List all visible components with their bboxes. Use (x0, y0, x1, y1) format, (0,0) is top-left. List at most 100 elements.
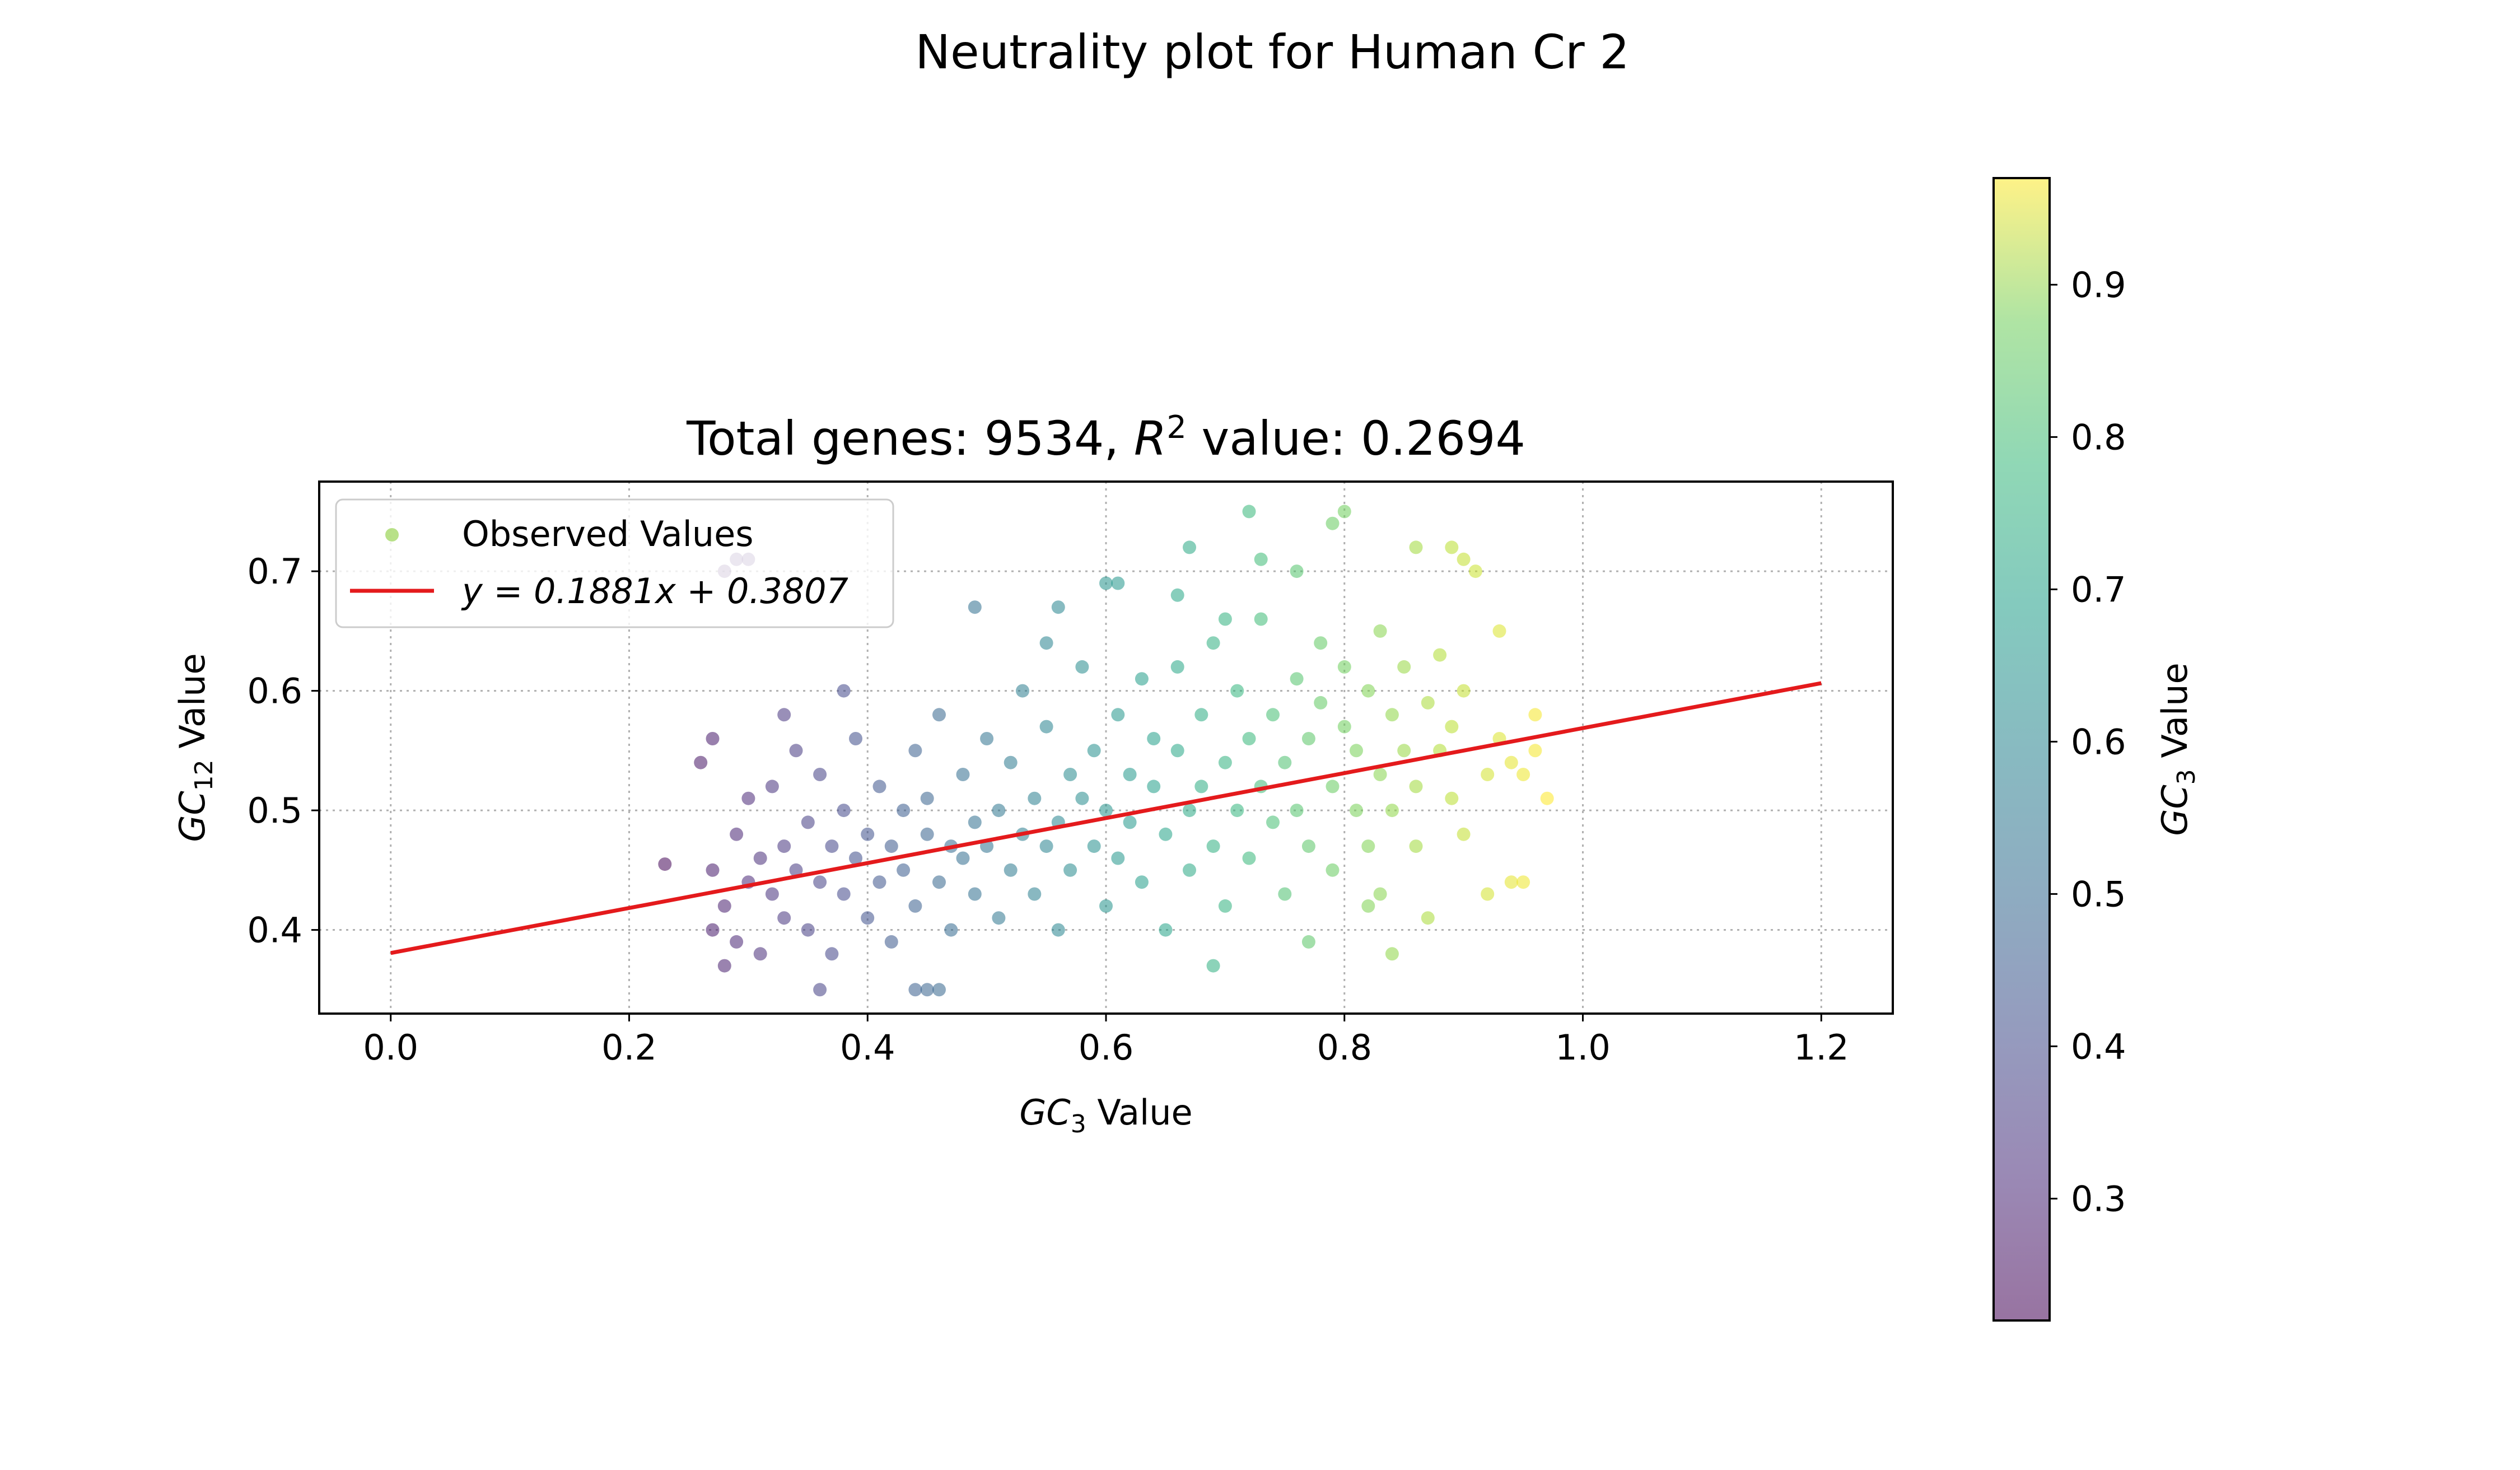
y-axis-label-sub: 12 (190, 759, 218, 791)
colorbar-tick-label: 0.8 (2071, 417, 2126, 458)
data-point (908, 744, 922, 758)
data-point (1099, 804, 1113, 818)
colorbar-label-sub: 3 (2172, 769, 2201, 785)
data-point (813, 768, 827, 781)
data-point (1516, 768, 1530, 781)
data-point (1039, 636, 1053, 650)
data-point (1326, 516, 1340, 530)
x-tick-label: 0.8 (1317, 1027, 1372, 1068)
data-point (1111, 851, 1125, 865)
data-point (1087, 839, 1101, 853)
data-point (1039, 839, 1053, 853)
colorbar-tick-label: 0.3 (2071, 1178, 2126, 1219)
data-point (706, 732, 720, 745)
y-tick-label: 0.6 (247, 671, 302, 712)
data-point (956, 851, 970, 865)
colorbar-tick-label: 0.5 (2071, 874, 2126, 914)
data-point (789, 863, 803, 877)
data-point (1468, 564, 1482, 578)
data-point (1504, 875, 1518, 889)
data-point (980, 732, 994, 745)
colorbar-label: GC3 Value (2154, 662, 2201, 836)
data-point (1481, 887, 1495, 901)
data-point (1051, 923, 1065, 937)
data-point (1123, 815, 1137, 829)
data-point (1183, 540, 1196, 554)
data-point (1206, 636, 1220, 650)
colorbar-tick-label: 0.9 (2071, 264, 2126, 305)
data-point (908, 983, 922, 997)
data-point (1361, 839, 1375, 853)
data-point (1147, 780, 1161, 794)
data-point (1314, 636, 1328, 650)
data-point (1385, 947, 1399, 961)
data-point (1123, 768, 1137, 781)
data-point (1278, 887, 1292, 901)
data-point (765, 780, 779, 794)
data-point (1457, 552, 1471, 566)
data-point (1409, 540, 1423, 554)
data-point (1254, 552, 1268, 566)
colorbar-label-rest: Value (2154, 662, 2195, 769)
data-point (872, 780, 886, 794)
data-point (1301, 935, 1315, 949)
data-point (861, 911, 875, 925)
data-point (1159, 923, 1173, 937)
data-point (777, 839, 791, 853)
colorbar: 0.3 0.4 0.5 0.6 0.7 0.8 0.9 GC3 Value (1992, 177, 2201, 1322)
data-point (1230, 684, 1244, 698)
x-axis-label-rest: Value (1086, 1092, 1193, 1133)
data-point (741, 791, 755, 805)
data-point (717, 899, 731, 913)
data-point (1397, 744, 1411, 758)
data-point (1516, 875, 1530, 889)
data-point (1266, 708, 1280, 722)
x-tick-label: 0.0 (363, 1027, 418, 1068)
axes-title-sup: 2 (1166, 409, 1187, 446)
data-point (1230, 804, 1244, 818)
data-point (1492, 624, 1506, 638)
x-axis-ticks: 0.0 0.2 0.4 0.6 0.8 1.0 1.2 (363, 1014, 1849, 1068)
data-point (968, 887, 982, 901)
x-axis-label: GC3 Value (1019, 1092, 1192, 1138)
data-point (1326, 863, 1340, 877)
data-point (1254, 612, 1268, 626)
legend-scatter-marker (385, 528, 399, 542)
data-point (777, 708, 791, 722)
data-point (1385, 804, 1399, 818)
y-tick-label: 0.7 (247, 551, 302, 592)
data-point (1540, 791, 1554, 805)
data-point (1242, 851, 1256, 865)
data-point (1445, 540, 1459, 554)
data-point (1051, 600, 1065, 614)
data-point (1409, 780, 1423, 794)
data-point (1016, 684, 1029, 698)
data-point (813, 875, 827, 889)
data-point (1337, 660, 1351, 674)
data-point (920, 983, 934, 997)
legend-scatter-label: Observed Values (462, 514, 754, 554)
data-point (1301, 839, 1315, 853)
data-point (861, 827, 875, 841)
data-point (1481, 768, 1495, 781)
figure-title: Neutrality plot for Human Cr 2 (915, 25, 1630, 80)
data-point (730, 935, 744, 949)
data-point (884, 935, 898, 949)
data-point (872, 875, 886, 889)
data-point (1111, 708, 1125, 722)
data-point (932, 875, 946, 889)
data-point (1028, 887, 1042, 901)
data-point (1194, 780, 1208, 794)
data-point (730, 827, 744, 841)
y-tick-label: 0.4 (247, 910, 302, 951)
data-point (1373, 768, 1387, 781)
data-point (1135, 672, 1149, 686)
data-point (1004, 755, 1018, 769)
colorbar-label-main: GC (2154, 785, 2195, 836)
data-point (992, 911, 1006, 925)
x-axis-label-sub: 3 (1071, 1110, 1086, 1138)
data-point (706, 863, 720, 877)
data-point (1409, 839, 1423, 853)
x-tick-label: 0.6 (1079, 1027, 1134, 1068)
